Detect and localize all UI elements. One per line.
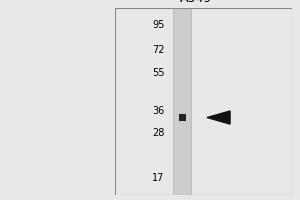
Text: 55: 55 (152, 68, 165, 78)
Text: 36: 36 (152, 106, 165, 116)
Bar (179, 114, 186, 121)
Text: 72: 72 (152, 45, 165, 55)
Text: 17: 17 (152, 173, 165, 183)
Text: 95: 95 (152, 20, 165, 30)
Polygon shape (207, 111, 230, 124)
Bar (173, 8, 191, 195)
Text: 28: 28 (152, 128, 165, 138)
Text: A549: A549 (180, 0, 212, 5)
